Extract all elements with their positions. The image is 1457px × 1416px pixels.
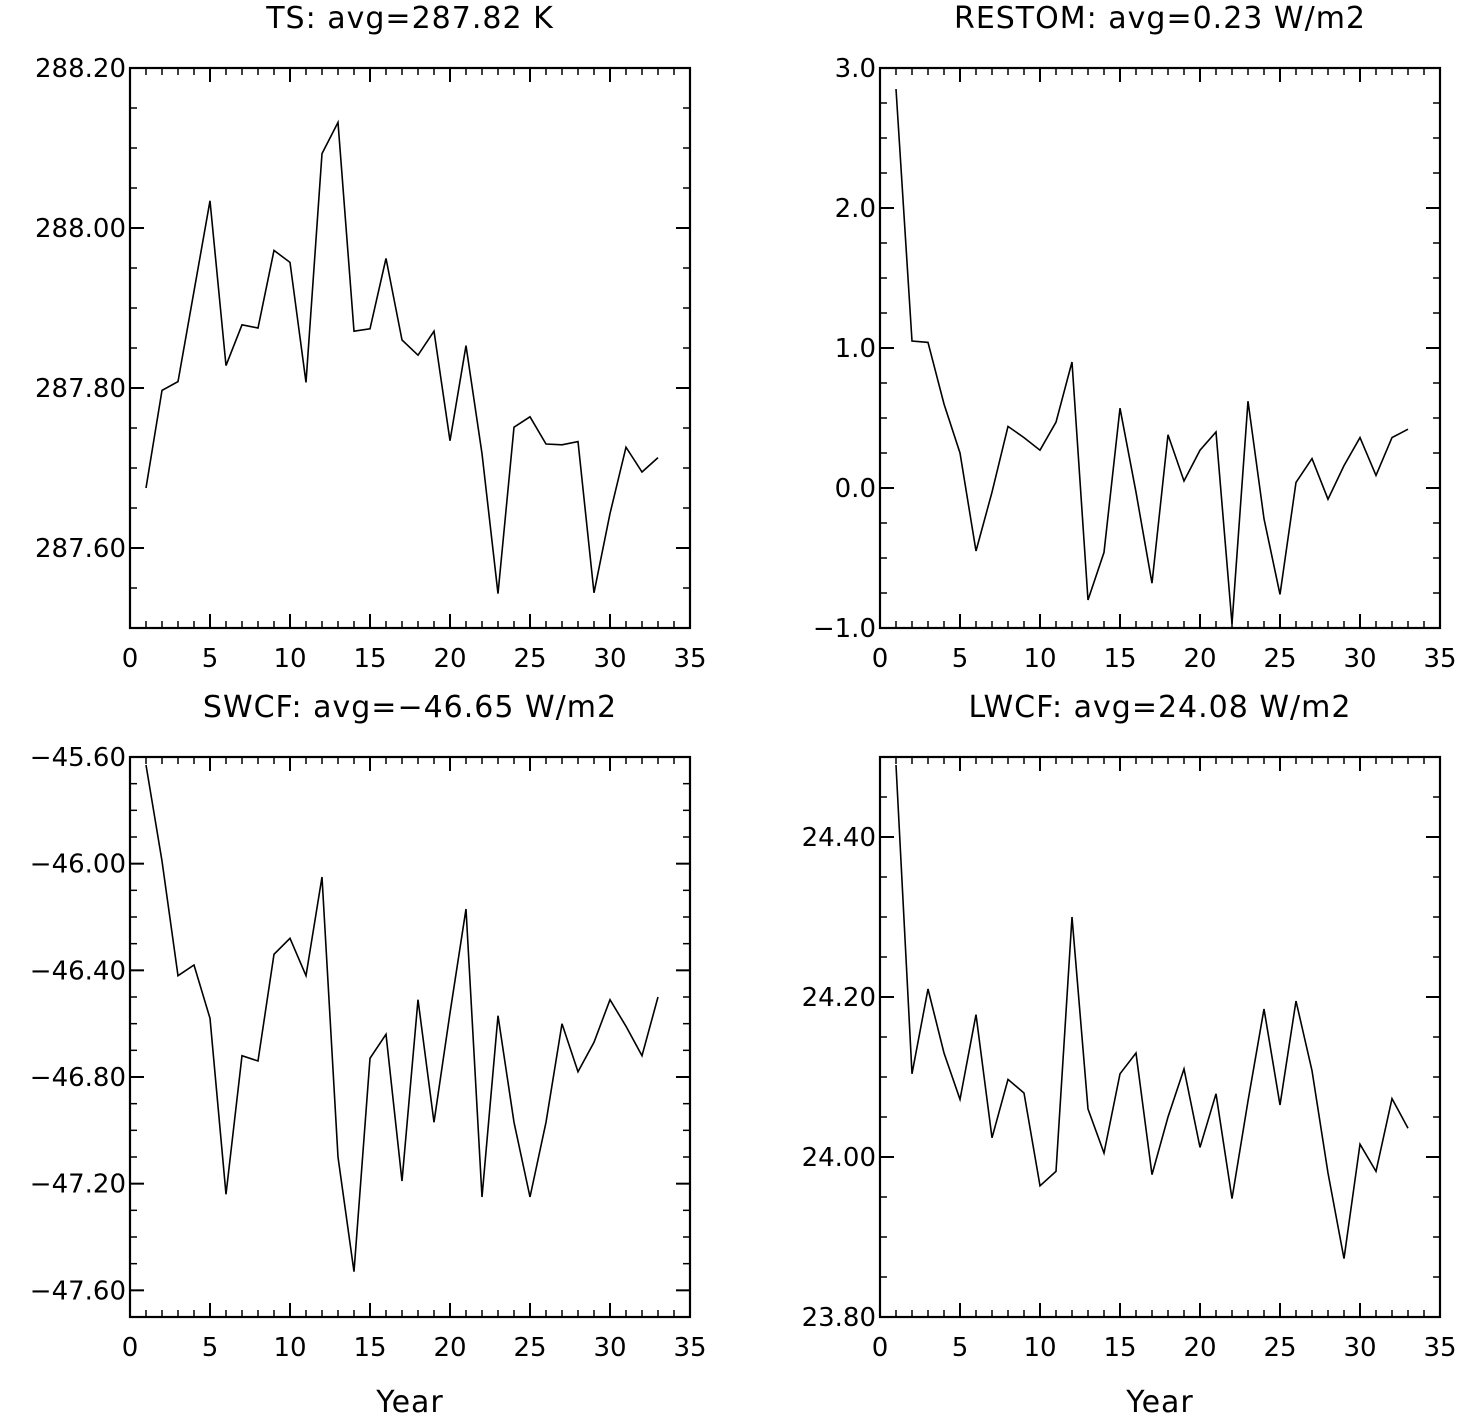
x-tick-label: 30 xyxy=(593,644,626,674)
y-tick-label: −47.60 xyxy=(30,1276,126,1306)
y-tick-label: −46.00 xyxy=(30,850,126,880)
panel-title: TS: avg=287.82 K xyxy=(265,1,554,36)
y-tick-label: 288.00 xyxy=(35,214,126,244)
x-tick-label: 35 xyxy=(673,644,706,674)
y-tick-label: 287.60 xyxy=(35,534,126,564)
x-tick-label: 0 xyxy=(122,644,139,674)
x-tick-label: 0 xyxy=(122,1333,139,1363)
x-tick-label: 25 xyxy=(1263,644,1296,674)
y-tick-label: 2.0 xyxy=(835,194,876,224)
x-tick-label: 25 xyxy=(513,1333,546,1363)
x-tick-label: 20 xyxy=(1183,1333,1216,1363)
panel-title: LWCF: avg=24.08 W/m2 xyxy=(969,690,1352,725)
x-axis-label: Year xyxy=(375,1385,444,1416)
y-tick-label: −47.20 xyxy=(30,1170,126,1200)
y-tick-label: 3.0 xyxy=(835,54,876,84)
x-tick-label: 35 xyxy=(1423,644,1456,674)
y-tick-label: −46.80 xyxy=(30,1063,126,1093)
series-line-1 xyxy=(145,119,659,594)
x-tick-label: 5 xyxy=(952,644,969,674)
y-tick-label: 0.0 xyxy=(835,474,876,504)
x-tick-label: 15 xyxy=(1103,644,1136,674)
x-tick-label: 30 xyxy=(593,1333,626,1363)
x-tick-label: 15 xyxy=(353,1333,386,1363)
panel-3: SWCF: avg=−46.65 W/m2 0 5 10 15 20 25 30 35 −47.6… xyxy=(30,690,707,1416)
series-line-1 xyxy=(145,764,659,1272)
y-tick-label: 24.40 xyxy=(802,823,876,853)
plot-frame xyxy=(878,66,1442,630)
x-tick-label: 10 xyxy=(273,1333,306,1363)
x-axis-label: Year xyxy=(1125,1385,1194,1416)
panel-2: RESTOM: avg=0.23 W/m2 0 5 10 15 20 25 30 35 −1.0 0… xyxy=(813,1,1457,674)
y-tick-label: −45.60 xyxy=(30,743,126,773)
x-tick-label: 20 xyxy=(433,644,466,674)
panel-1: TS: avg=287.82 K 0 5 10 15 20 25 30 35 287.60 287.… xyxy=(35,1,707,674)
x-tick-label: 10 xyxy=(273,644,306,674)
x-tick-label: 30 xyxy=(1343,1333,1376,1363)
series-line-1 xyxy=(895,764,1409,1259)
y-tick-label: 24.20 xyxy=(802,983,876,1013)
x-tick-label: 30 xyxy=(1343,644,1376,674)
x-tick-label: 0 xyxy=(872,1333,889,1363)
y-tick-label: −1.0 xyxy=(813,614,876,644)
x-tick-label: 5 xyxy=(952,1333,969,1363)
y-tick-label: 24.00 xyxy=(802,1143,876,1173)
x-tick-label: 25 xyxy=(1263,1333,1296,1363)
x-tick-label: 5 xyxy=(202,644,219,674)
x-tick-label: 15 xyxy=(1103,1333,1136,1363)
y-tick-label: 287.80 xyxy=(35,374,126,404)
y-tick-label: 288.20 xyxy=(35,54,126,84)
x-tick-label: 10 xyxy=(1023,644,1056,674)
x-tick-label: 0 xyxy=(872,644,889,674)
x-tick-label: 35 xyxy=(1423,1333,1456,1363)
x-tick-label: 15 xyxy=(353,644,386,674)
x-tick-label: 20 xyxy=(1183,644,1216,674)
x-tick-label: 5 xyxy=(202,1333,219,1363)
y-tick-label: 23.80 xyxy=(802,1303,876,1333)
panel-title: SWCF: avg=−46.65 W/m2 xyxy=(203,690,617,725)
x-tick-label: 35 xyxy=(673,1333,706,1363)
series-line-1 xyxy=(895,88,1409,624)
y-tick-label: 1.0 xyxy=(835,334,876,364)
x-tick-label: 10 xyxy=(1023,1333,1056,1363)
panel-title: RESTOM: avg=0.23 W/m2 xyxy=(954,1,1366,36)
panel-4: LWCF: avg=24.08 W/m2 0 5 10 15 20 25 30 35 23.80 2… xyxy=(802,690,1457,1416)
plot-frame xyxy=(128,755,692,1319)
x-tick-label: 25 xyxy=(513,644,546,674)
x-tick-label: 20 xyxy=(433,1333,466,1363)
plot-frame xyxy=(878,755,1442,1319)
y-tick-label: −46.40 xyxy=(30,956,126,986)
